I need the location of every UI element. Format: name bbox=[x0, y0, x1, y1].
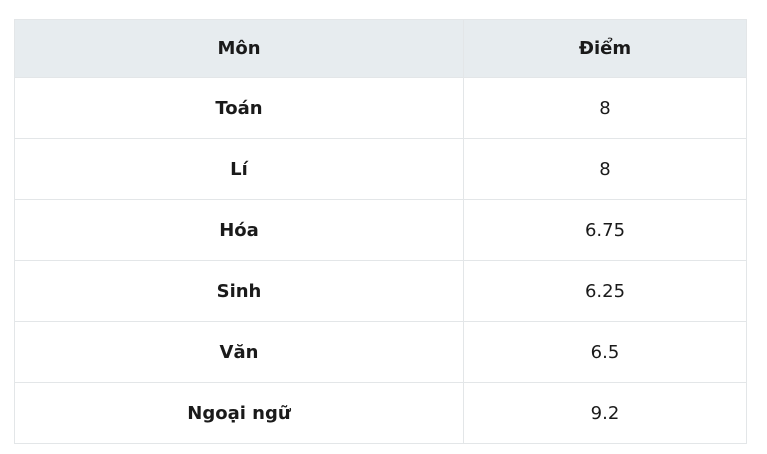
score-cell: 6.25 bbox=[463, 260, 747, 322]
table-row: Văn 6.5 bbox=[14, 321, 747, 383]
subject-cell: Lí bbox=[14, 138, 464, 200]
table-row: Lí 8 bbox=[14, 138, 747, 200]
table-body: Toán 8 Lí 8 Hóa 6.75 Sinh 6.25 Văn 6.5 N… bbox=[14, 77, 747, 444]
score-cell: 6.5 bbox=[463, 321, 747, 383]
subject-cell: Hóa bbox=[14, 199, 464, 261]
table-row: Ngoại ngữ 9.2 bbox=[14, 382, 747, 444]
table-row: Sinh 6.25 bbox=[14, 260, 747, 322]
subject-cell: Văn bbox=[14, 321, 464, 383]
subject-cell: Toán bbox=[14, 77, 464, 139]
score-cell: 6.75 bbox=[463, 199, 747, 261]
score-cell: 9.2 bbox=[463, 382, 747, 444]
table-header: Môn Điểm bbox=[14, 19, 747, 78]
table-row: Hóa 6.75 bbox=[14, 199, 747, 261]
score-cell: 8 bbox=[463, 138, 747, 200]
header-score: Điểm bbox=[463, 19, 747, 78]
score-cell: 8 bbox=[463, 77, 747, 139]
subject-cell: Sinh bbox=[14, 260, 464, 322]
table-row: Toán 8 bbox=[14, 77, 747, 139]
subject-cell: Ngoại ngữ bbox=[14, 382, 464, 444]
header-row: Môn Điểm bbox=[14, 19, 747, 78]
header-subject: Môn bbox=[14, 19, 464, 78]
score-table: Môn Điểm Toán 8 Lí 8 Hóa 6.75 Sinh 6.25 … bbox=[14, 19, 747, 444]
